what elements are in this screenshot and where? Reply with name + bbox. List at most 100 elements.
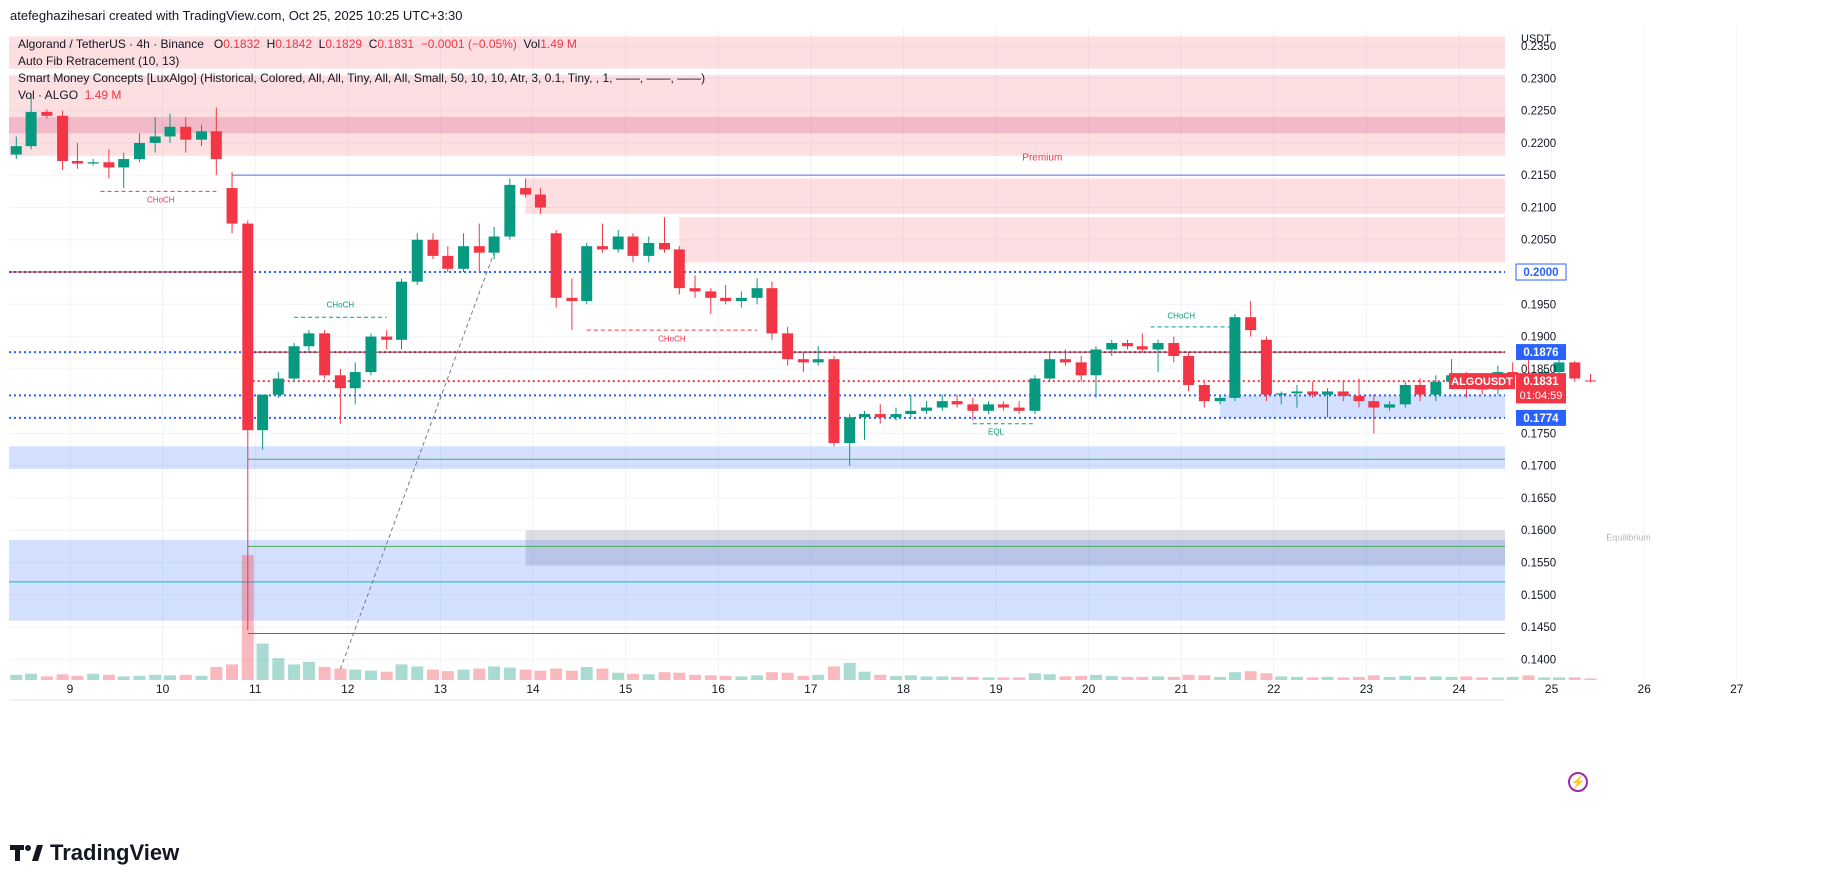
high-label: H [266, 37, 276, 51]
volume-bar [1584, 678, 1597, 680]
candle-body [1430, 381, 1442, 395]
time-tick: 14 [526, 682, 540, 696]
candle-body [149, 136, 161, 143]
volume-bar [534, 670, 547, 680]
indicator-smc[interactable]: Smart Money Concepts [LuxAlgo] (Historic… [18, 71, 706, 85]
volume-bar [503, 667, 516, 680]
candle-body [1368, 401, 1380, 408]
candle-body [427, 239, 439, 256]
price-tick: 0.1550 [1521, 558, 1556, 570]
volume-bar [441, 671, 454, 680]
candle-body [921, 407, 933, 411]
volume-bar [488, 666, 501, 680]
volume-bar [1152, 676, 1165, 680]
time-tick: 21 [1175, 682, 1189, 696]
brand-name: TradingView [50, 840, 180, 865]
tradingview-logo-icon [10, 842, 44, 864]
volume-bar [781, 672, 794, 680]
candle-body [735, 297, 747, 302]
candle-body [365, 336, 377, 373]
candle-body [1198, 384, 1210, 402]
candle-body [828, 359, 840, 444]
tradingview-brand[interactable]: TradingView [10, 840, 179, 866]
volume-bar [1460, 676, 1473, 680]
chart-area[interactable]: Premium Equilibrium CHoCH CHoCH CHoCH CHoCH EQ… [0, 28, 1835, 824]
indicator-fib[interactable]: Auto Fib Retracement (10, 13) [18, 54, 180, 68]
volume-bar [349, 669, 362, 680]
candle-body [1121, 343, 1133, 347]
price-tick: 0.2150 [1521, 170, 1556, 182]
lightning-icon[interactable]: ⚡ [1568, 772, 1588, 792]
candle-body [103, 162, 115, 168]
price-axis-unit: USDT [1521, 33, 1551, 45]
premium-label: Premium [1022, 152, 1062, 163]
candle-body [1337, 391, 1349, 396]
volume-bar [1228, 672, 1241, 680]
volume-bar [1136, 676, 1149, 680]
volume-bar [1476, 677, 1489, 680]
equilibrium-label: Equilibrium [1606, 533, 1651, 543]
volume-bar [920, 676, 933, 680]
volume-bar [87, 673, 100, 680]
candle-body [195, 131, 207, 140]
candle-body [442, 255, 454, 269]
volume-bar [195, 675, 208, 680]
candle-body [1013, 407, 1025, 411]
price-chart[interactable]: Premium Equilibrium CHoCH CHoCH CHoCH CHoCH EQ… [0, 28, 1835, 824]
price-tick: 0.2200 [1521, 138, 1556, 150]
candle-body [1090, 349, 1102, 376]
indicator-volume[interactable]: Vol · ALGO 1.49 M [18, 87, 705, 104]
volume-bar [1059, 676, 1072, 680]
volume-bar [1260, 673, 1273, 680]
candle-body [303, 333, 315, 347]
volume-bar [1491, 677, 1504, 680]
candle-body [1399, 384, 1411, 405]
high-value: 0.1842 [275, 37, 312, 51]
candle-body [1275, 393, 1287, 395]
volume-bar [256, 643, 269, 680]
close-value: 0.1831 [377, 37, 415, 51]
candle-body [242, 223, 254, 431]
candle-body [1152, 343, 1164, 350]
time-tick: 16 [712, 682, 726, 696]
legend-symbol-row[interactable]: Algorand / TetherUS · 4h · Binance O0.18… [18, 36, 705, 53]
close-label: C [368, 37, 378, 51]
volume-bar [1568, 677, 1581, 680]
candle-body [1168, 343, 1180, 356]
candle-body [118, 159, 130, 168]
volume-bar [704, 675, 717, 680]
volume-bar [1290, 676, 1303, 680]
candle-body [411, 239, 423, 282]
price-tick: 0.1950 [1521, 299, 1556, 311]
zone-demand [1220, 395, 1505, 418]
volume-bar [751, 675, 764, 680]
volume-bar [71, 675, 84, 680]
time-tick: 17 [804, 682, 818, 696]
candle-body [550, 233, 562, 298]
zone-supply-dark [9, 117, 1505, 134]
volume-bar [25, 673, 38, 680]
volume-bar [874, 674, 887, 680]
candle-body [504, 184, 516, 237]
zone-demand [9, 446, 1505, 469]
volume-bar [334, 668, 347, 680]
candle-body [1183, 355, 1195, 385]
symbol-name[interactable]: Algorand / TetherUS · 4h · Binance [18, 37, 204, 51]
candle-body [520, 188, 532, 195]
volume-bar [226, 664, 239, 680]
time-tick: 15 [619, 682, 633, 696]
volume-bar [1090, 674, 1103, 680]
candle-body [226, 188, 238, 224]
candle-body [1029, 378, 1041, 411]
candle-body [396, 281, 408, 340]
time-tick: 22 [1267, 682, 1281, 696]
volume-bar [951, 676, 964, 680]
volume-bar [1244, 671, 1257, 680]
volume-bar [627, 673, 640, 680]
volume-bar [936, 676, 949, 680]
volume-bar [1352, 676, 1365, 680]
volume-bar [426, 669, 439, 680]
volume-bar [689, 674, 702, 680]
time-tick: 24 [1452, 682, 1466, 696]
candle-body [936, 401, 948, 408]
